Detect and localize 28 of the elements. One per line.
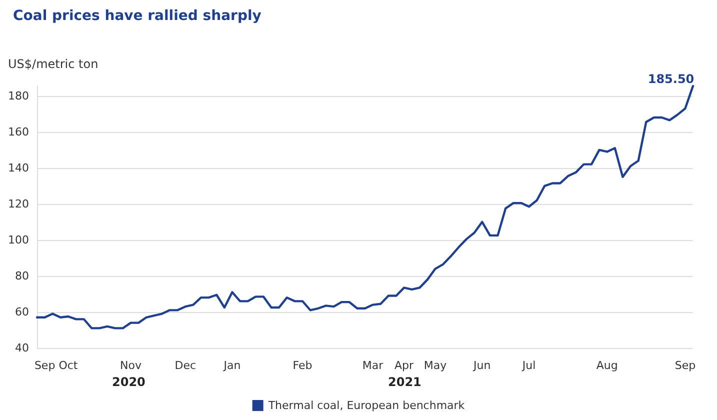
y-tick-label: 120 xyxy=(8,197,29,210)
x-tick-label: May xyxy=(424,359,448,372)
x-tick-label: Aug xyxy=(596,359,618,372)
text: 2020 xyxy=(112,375,146,389)
x-tick-label: Feb xyxy=(292,359,312,372)
x-tick-label: Sep xyxy=(34,359,56,372)
y-tick-label: 140 xyxy=(8,161,29,174)
text: 2021 xyxy=(388,375,422,389)
x-tick-label: Oct xyxy=(58,359,78,372)
y-tick-label: 40 xyxy=(15,342,29,354)
y-axis-title: US$/metric ton xyxy=(8,57,98,71)
y-tick-label: 100 xyxy=(8,233,29,246)
data-label: 185.50 xyxy=(648,72,694,86)
line-series xyxy=(36,84,694,330)
x-tick-label: Jan xyxy=(222,359,241,372)
x-tick-label: Dec xyxy=(174,359,196,372)
x-tick-label: Mar xyxy=(362,359,384,372)
y-tick-label: 80 xyxy=(15,269,29,282)
legend-label: Thermal coal, European benchmark xyxy=(267,399,466,412)
x-tick-label: Jun xyxy=(472,359,491,372)
y-tick-label: 60 xyxy=(15,305,29,318)
y-tick-label: 180 xyxy=(8,89,29,102)
y-tick-label: 160 xyxy=(8,125,29,138)
x-tick-label: Jul xyxy=(521,359,536,372)
x-tick-label: Nov xyxy=(120,359,142,372)
x-tick-label: Sep xyxy=(674,359,696,372)
chart-title: Coal prices have rallied sharply xyxy=(13,8,262,24)
x-tick-label: Apr xyxy=(394,359,414,372)
